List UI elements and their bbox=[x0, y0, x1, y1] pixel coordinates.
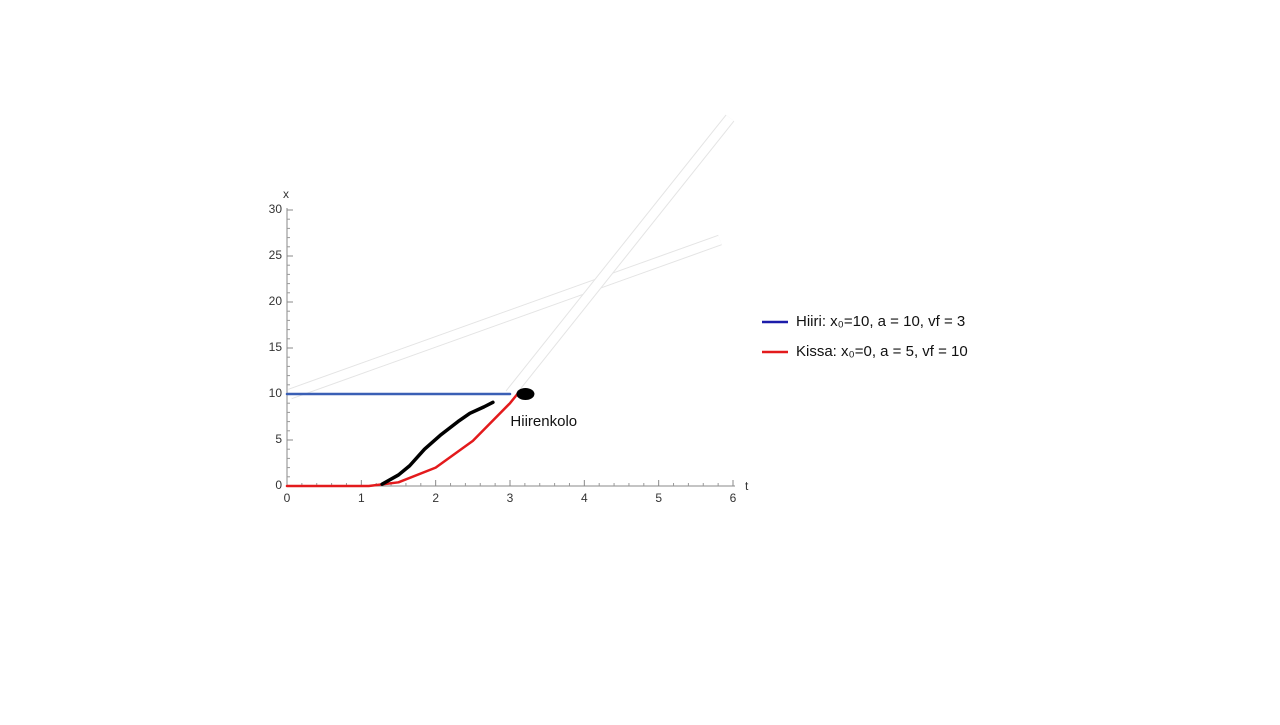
y-axis-label: x bbox=[283, 187, 289, 201]
decor-beams bbox=[288, 114, 735, 400]
x-tick-label: 6 bbox=[730, 491, 737, 505]
y-tick-label: 30 bbox=[269, 202, 283, 216]
annotation-marker bbox=[516, 388, 535, 400]
x-tick-label: 3 bbox=[507, 491, 514, 505]
series-line bbox=[380, 400, 495, 486]
annotation-text: Hiirenkolo bbox=[510, 413, 577, 430]
y-tick-label: 15 bbox=[269, 340, 283, 354]
x-axis-label: t bbox=[745, 479, 749, 493]
x-tick-label: 1 bbox=[358, 491, 365, 505]
x-tick-label: 4 bbox=[581, 491, 588, 505]
legend: Hiiri: x₀=10, a = 10, vf = 3 Kissa: x₀=0,… bbox=[762, 313, 968, 360]
x-tick-label: 0 bbox=[284, 491, 291, 505]
legend-label: Hiiri: x₀=10, a = 10, vf = 3 bbox=[796, 313, 965, 330]
y-tick-label: 20 bbox=[269, 294, 283, 308]
y-tick-label: 5 bbox=[275, 432, 282, 446]
y-tick-label: 10 bbox=[269, 386, 283, 400]
legend-label: Kissa: x₀=0, a = 5, vf = 10 bbox=[796, 343, 968, 360]
x-tick-label: 2 bbox=[432, 491, 439, 505]
y-tick-label: 25 bbox=[269, 248, 283, 262]
series-line bbox=[285, 392, 519, 488]
y-tick-label: 0 bbox=[275, 478, 282, 492]
x-tick-label: 5 bbox=[655, 491, 662, 505]
